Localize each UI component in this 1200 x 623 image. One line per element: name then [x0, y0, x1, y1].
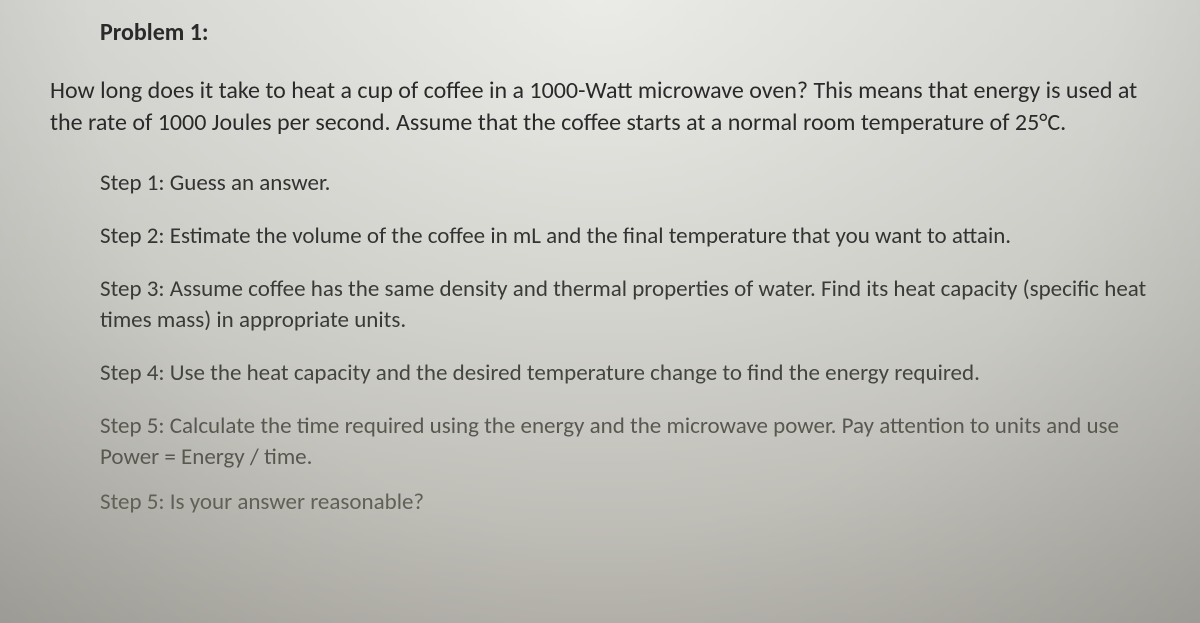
- step-4: Step 4: Use the heat capacity and the de…: [100, 358, 1150, 389]
- document-content: Problem 1: How long does it take to heat…: [50, 18, 1150, 518]
- problem-title: Problem 1:: [100, 18, 1150, 47]
- step-2: Step 2: Estimate the volume of the coffe…: [100, 221, 1150, 252]
- step-6: Step 5: Is your answer reasonable?: [100, 487, 1150, 518]
- problem-question: How long does it take to heat a cup of c…: [50, 75, 1150, 140]
- step-3: Step 3: Assume coffee has the same densi…: [100, 274, 1150, 336]
- step-1: Step 1: Guess an answer.: [100, 168, 1150, 199]
- steps-container: Step 1: Guess an answer. Step 2: Estimat…: [100, 168, 1150, 518]
- step-5: Step 5: Calculate the time required usin…: [100, 411, 1150, 473]
